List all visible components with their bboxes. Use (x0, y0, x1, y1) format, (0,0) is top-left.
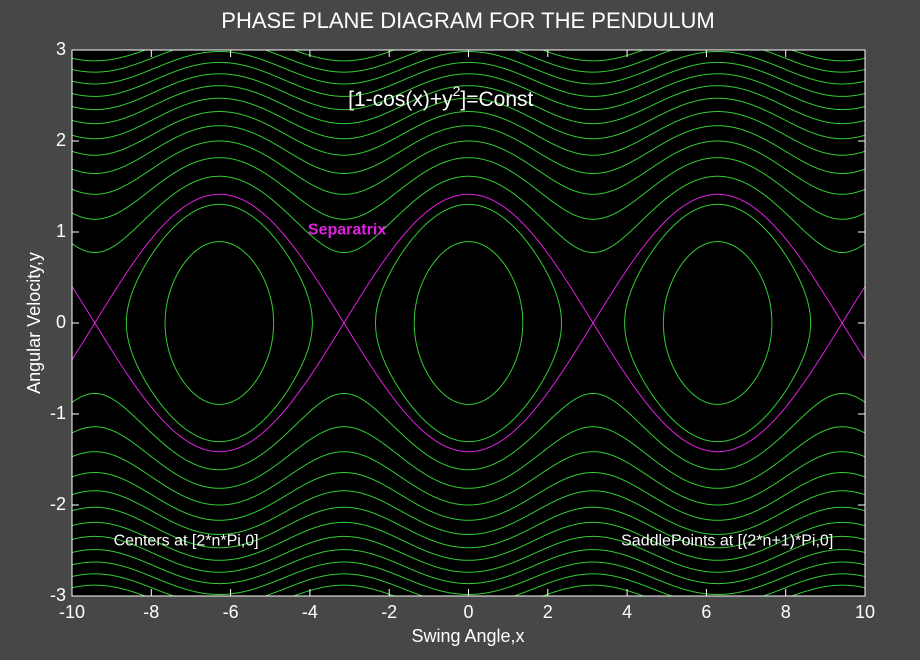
plot-area (72, 50, 865, 596)
contour-line (72, 472, 865, 521)
y-tick-label: 1 (56, 221, 66, 241)
contour-line (72, 451, 865, 506)
contour-line (413, 241, 524, 323)
y-tick-label: -3 (50, 585, 66, 605)
x-tick-label: 4 (622, 602, 632, 622)
x-tick-label: 2 (543, 602, 553, 622)
x-axis-label: Swing Angle,x (411, 626, 524, 646)
contour-line (72, 392, 865, 471)
x-tick-label: 0 (463, 602, 473, 622)
y-tick-label: -2 (50, 494, 66, 514)
plot-frame (71, 49, 866, 597)
separatrix-label: Separatrix (308, 221, 386, 238)
contour-line (72, 111, 865, 156)
y-tick-label: 2 (56, 130, 66, 150)
contour-line (624, 203, 812, 324)
x-tick-label: 6 (701, 602, 711, 622)
formula-part: ]=Const (460, 88, 533, 111)
x-tick-label: -6 (223, 602, 239, 622)
contour-line (72, 426, 865, 489)
y-tick-label: 3 (56, 39, 66, 59)
contour-line (72, 157, 865, 220)
contour-line (72, 490, 865, 535)
contour-line (72, 61, 865, 97)
y-tick-label: 0 (56, 312, 66, 332)
contour-line (72, 97, 865, 140)
contour-line (72, 125, 865, 174)
contour-line (72, 73, 865, 111)
contour-line (72, 506, 865, 549)
x-tick-label: 8 (781, 602, 791, 622)
contour-line (72, 140, 865, 195)
chart-title: PHASE PLANE DIAGRAM FOR THE PENDULUM (221, 8, 714, 33)
contour-line (662, 323, 773, 405)
contour-line (72, 521, 865, 561)
contour-line (72, 549, 865, 585)
formula-part: [1-cos(x)+y (348, 88, 453, 111)
contour-line (72, 322, 865, 453)
x-tick-label: -2 (381, 602, 397, 622)
contour-line (662, 241, 773, 323)
y-tick-label: -1 (50, 403, 66, 423)
contour-line (164, 241, 275, 323)
contour-line (72, 535, 865, 573)
x-tick-label: -8 (143, 602, 159, 622)
contour-line (374, 322, 563, 443)
annotation: SaddlePoints at [(2*n+1)*Pi,0] (621, 533, 833, 550)
contour-line (624, 322, 812, 443)
contour-line (164, 323, 275, 405)
formula: [1-cos(x)+y2]=Const (348, 83, 533, 111)
annotation: Centers at [2*n*Pi,0] (114, 533, 259, 550)
contour-line (72, 175, 865, 254)
contour-line (413, 323, 524, 405)
contour-line (374, 203, 563, 324)
contour-line (125, 203, 313, 324)
contours (72, 50, 865, 596)
x-tick-label: -4 (302, 602, 318, 622)
contour-line (125, 322, 313, 443)
contour-line (72, 193, 865, 324)
x-tick-label: 10 (855, 602, 875, 622)
contour-line (72, 85, 865, 125)
formula-part: 2 (453, 83, 461, 99)
y-axis-label: Angular Velocity,y (24, 252, 44, 394)
x-tick-label: -10 (59, 602, 85, 622)
